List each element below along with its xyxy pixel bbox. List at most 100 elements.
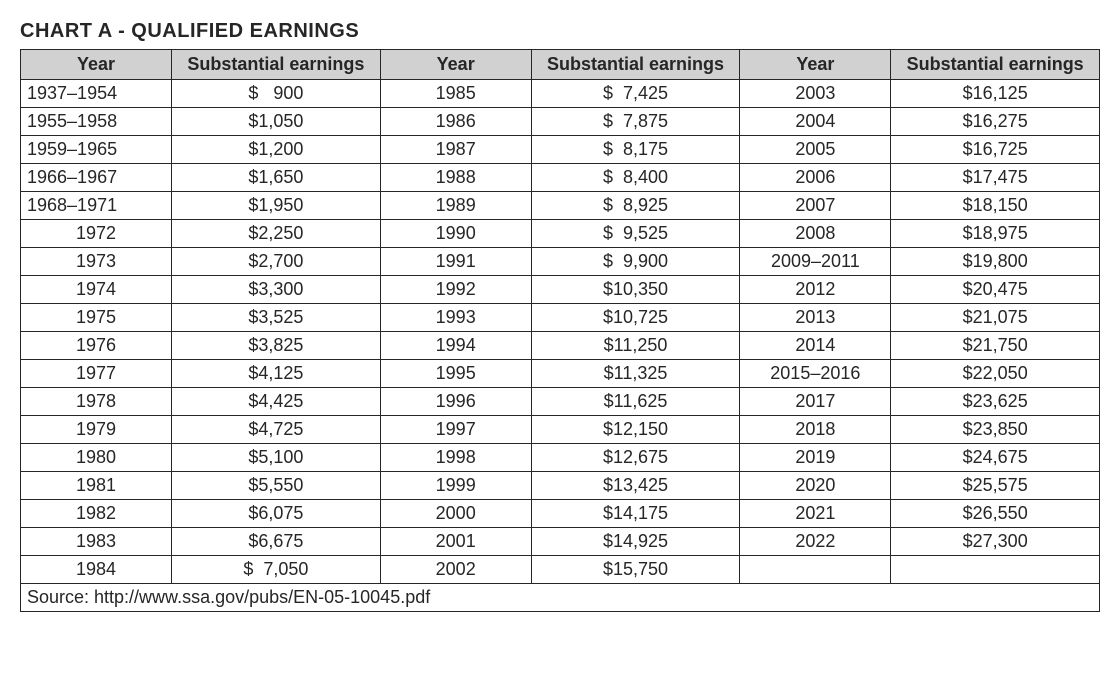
year-cell: 2019 bbox=[740, 444, 891, 472]
earnings-cell: $15,750 bbox=[531, 556, 740, 584]
earnings-cell: $3,825 bbox=[172, 332, 381, 360]
year-cell: 1998 bbox=[380, 444, 531, 472]
header-year-1: Year bbox=[21, 50, 172, 80]
year-cell: 1989 bbox=[380, 192, 531, 220]
year-cell: 1999 bbox=[380, 472, 531, 500]
header-earnings-3: Substantial earnings bbox=[891, 50, 1100, 80]
earnings-cell: $5,100 bbox=[172, 444, 381, 472]
year-cell: 1980 bbox=[21, 444, 172, 472]
header-year-3: Year bbox=[740, 50, 891, 80]
earnings-cell: $ 900 bbox=[172, 80, 381, 108]
year-cell: 1959–1965 bbox=[21, 136, 172, 164]
earnings-cell bbox=[891, 556, 1100, 584]
earnings-cell: $6,075 bbox=[172, 500, 381, 528]
year-cell: 2022 bbox=[740, 528, 891, 556]
earnings-cell: $ 7,050 bbox=[172, 556, 381, 584]
earnings-cell: $ 7,425 bbox=[531, 80, 740, 108]
table-row: 1973$2,7001991$ 9,9002009–2011$19,800 bbox=[21, 248, 1100, 276]
earnings-cell: $1,050 bbox=[172, 108, 381, 136]
header-earnings-1: Substantial earnings bbox=[172, 50, 381, 80]
earnings-cell: $16,725 bbox=[891, 136, 1100, 164]
year-cell: 2017 bbox=[740, 388, 891, 416]
earnings-cell: $5,550 bbox=[172, 472, 381, 500]
year-cell: 1991 bbox=[380, 248, 531, 276]
earnings-cell: $23,625 bbox=[891, 388, 1100, 416]
earnings-cell: $18,150 bbox=[891, 192, 1100, 220]
year-cell: 1992 bbox=[380, 276, 531, 304]
header-row: Year Substantial earnings Year Substanti… bbox=[21, 50, 1100, 80]
year-cell: 1983 bbox=[21, 528, 172, 556]
year-cell: 2002 bbox=[380, 556, 531, 584]
earnings-cell: $1,950 bbox=[172, 192, 381, 220]
earnings-cell: $ 8,175 bbox=[531, 136, 740, 164]
header-earnings-2: Substantial earnings bbox=[531, 50, 740, 80]
earnings-cell: $16,125 bbox=[891, 80, 1100, 108]
earnings-cell: $ 9,900 bbox=[531, 248, 740, 276]
year-cell: 1978 bbox=[21, 388, 172, 416]
year-cell: 1979 bbox=[21, 416, 172, 444]
table-row: 1980$5,1001998$12,6752019$24,675 bbox=[21, 444, 1100, 472]
year-cell: 1984 bbox=[21, 556, 172, 584]
earnings-cell: $13,425 bbox=[531, 472, 740, 500]
table-row: 1977$4,1251995$11,3252015–2016$22,050 bbox=[21, 360, 1100, 388]
year-cell: 2004 bbox=[740, 108, 891, 136]
earnings-cell: $20,475 bbox=[891, 276, 1100, 304]
earnings-cell: $6,675 bbox=[172, 528, 381, 556]
table-row: 1937–1954$ 9001985$ 7,4252003$16,125 bbox=[21, 80, 1100, 108]
earnings-cell: $18,975 bbox=[891, 220, 1100, 248]
year-cell: 2005 bbox=[740, 136, 891, 164]
earnings-cell: $17,475 bbox=[891, 164, 1100, 192]
year-cell: 1974 bbox=[21, 276, 172, 304]
earnings-cell: $ 8,400 bbox=[531, 164, 740, 192]
earnings-cell: $24,675 bbox=[891, 444, 1100, 472]
year-cell: 1937–1954 bbox=[21, 80, 172, 108]
year-cell: 2000 bbox=[380, 500, 531, 528]
chart-title: CHART A - QUALIFIED EARNINGS bbox=[20, 20, 1100, 43]
year-cell: 2008 bbox=[740, 220, 891, 248]
header-year-2: Year bbox=[380, 50, 531, 80]
earnings-cell: $3,300 bbox=[172, 276, 381, 304]
earnings-cell: $10,725 bbox=[531, 304, 740, 332]
year-cell: 2021 bbox=[740, 500, 891, 528]
year-cell: 2012 bbox=[740, 276, 891, 304]
year-cell: 2020 bbox=[740, 472, 891, 500]
earnings-cell: $22,050 bbox=[891, 360, 1100, 388]
year-cell: 2001 bbox=[380, 528, 531, 556]
earnings-cell: $1,650 bbox=[172, 164, 381, 192]
year-cell: 1955–1958 bbox=[21, 108, 172, 136]
earnings-cell: $4,425 bbox=[172, 388, 381, 416]
earnings-cell: $3,525 bbox=[172, 304, 381, 332]
earnings-table: Year Substantial earnings Year Substanti… bbox=[20, 49, 1100, 612]
table-row: 1959–1965$1,2001987$ 8,1752005$16,725 bbox=[21, 136, 1100, 164]
year-cell: 1966–1967 bbox=[21, 164, 172, 192]
year-cell: 2015–2016 bbox=[740, 360, 891, 388]
year-cell: 1994 bbox=[380, 332, 531, 360]
earnings-cell: $1,200 bbox=[172, 136, 381, 164]
year-cell: 1968–1971 bbox=[21, 192, 172, 220]
year-cell: 1996 bbox=[380, 388, 531, 416]
source-cell: Source: http://www.ssa.gov/pubs/EN-05-10… bbox=[21, 584, 1100, 612]
earnings-cell: $11,625 bbox=[531, 388, 740, 416]
year-cell: 1997 bbox=[380, 416, 531, 444]
year-cell: 1986 bbox=[380, 108, 531, 136]
year-cell: 2007 bbox=[740, 192, 891, 220]
table-row: 1984$ 7,0502002$15,750 bbox=[21, 556, 1100, 584]
earnings-cell: $2,250 bbox=[172, 220, 381, 248]
year-cell: 1987 bbox=[380, 136, 531, 164]
earnings-cell: $11,250 bbox=[531, 332, 740, 360]
table-row: 1976$3,8251994$11,2502014$21,750 bbox=[21, 332, 1100, 360]
table-row: 1975$3,5251993$10,7252013$21,075 bbox=[21, 304, 1100, 332]
year-cell: 2014 bbox=[740, 332, 891, 360]
year-cell: 1985 bbox=[380, 80, 531, 108]
earnings-cell: $12,675 bbox=[531, 444, 740, 472]
year-cell bbox=[740, 556, 891, 584]
earnings-cell: $2,700 bbox=[172, 248, 381, 276]
earnings-cell: $21,075 bbox=[891, 304, 1100, 332]
earnings-cell: $27,300 bbox=[891, 528, 1100, 556]
earnings-cell: $26,550 bbox=[891, 500, 1100, 528]
table-row: 1983$6,6752001$14,9252022$27,300 bbox=[21, 528, 1100, 556]
year-cell: 1988 bbox=[380, 164, 531, 192]
earnings-cell: $14,175 bbox=[531, 500, 740, 528]
earnings-cell: $14,925 bbox=[531, 528, 740, 556]
earnings-cell: $21,750 bbox=[891, 332, 1100, 360]
